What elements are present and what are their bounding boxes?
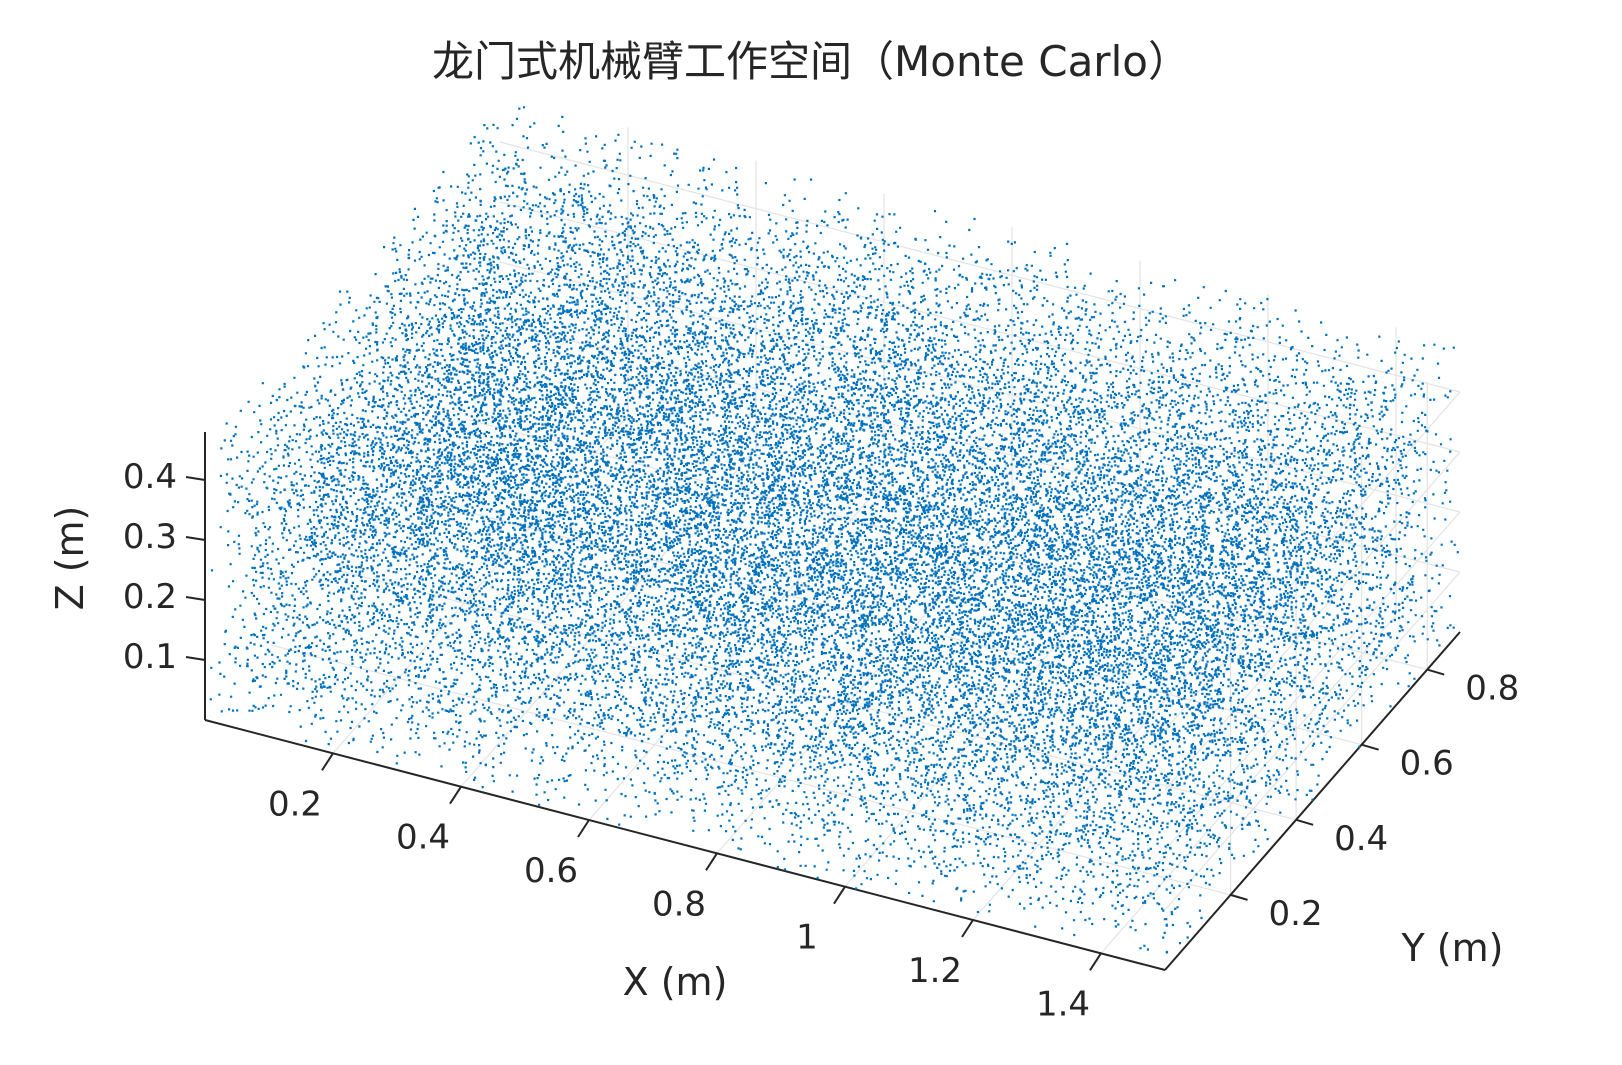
x-tick <box>961 919 974 938</box>
grid-line-x-floor <box>972 581 1269 921</box>
x-tick <box>449 786 462 805</box>
x-tick <box>321 752 334 771</box>
z-axis-label: Z (m) <box>48 506 92 611</box>
x-tick-label: 1 <box>796 918 818 958</box>
z-tick-label: 0.4 <box>123 457 177 497</box>
x-axis-line <box>204 719 1166 971</box>
grid-line-z <box>499 141 1461 393</box>
x-tick <box>577 819 590 838</box>
grid-line-y-floor <box>270 644 1231 896</box>
z-tick <box>185 656 206 661</box>
y-axis-label: Y (m) <box>1401 926 1504 970</box>
y-tick <box>1361 743 1379 751</box>
z-tick-label: 0.2 <box>123 577 177 617</box>
x-tick <box>1089 952 1102 971</box>
x-axis-label: X (m) <box>623 960 728 1004</box>
grid-line-z-side <box>1164 511 1461 851</box>
grid-line-y-floor <box>335 569 1297 821</box>
y-tick-label: 0.4 <box>1334 819 1388 859</box>
tick-marks: 0.2 0.4 0.6 0.8 1 1.2 1.4 0.2 0.4 0.6 0.8 0.1 0.2 0.3… <box>123 457 1519 1024</box>
grid-line-y-floor <box>401 494 1362 746</box>
y-tick <box>1426 668 1445 676</box>
data-points <box>209 106 1459 954</box>
z-tick-label: 0.3 <box>123 517 177 557</box>
x-tick-label: 0.6 <box>524 851 578 891</box>
grid-line-x-floor <box>1100 614 1397 954</box>
z-tick <box>185 536 206 541</box>
x-tick-label: 0.8 <box>652 884 706 924</box>
x-tick-label: 1.2 <box>908 951 962 991</box>
y-tick-label: 0.2 <box>1269 894 1323 934</box>
z-tick <box>185 476 206 481</box>
x-tick <box>833 886 846 905</box>
x-tick-label: 1.4 <box>1036 984 1090 1024</box>
scatter-points <box>209 106 1459 954</box>
z-tick-label: 0.1 <box>123 637 177 677</box>
chart-title: 龙门式机械臂工作空间（Monte Carlo） <box>432 37 1190 86</box>
x-tick-label: 0.4 <box>396 818 450 858</box>
y-tick <box>1295 818 1314 826</box>
axis-labels: X (m) Y (m) Z (m) <box>48 506 1503 1004</box>
z-tick <box>185 596 206 601</box>
y-tick-label: 0.6 <box>1400 744 1454 784</box>
grid-line-z-side <box>1164 571 1461 911</box>
grid-line-x-floor <box>332 414 629 754</box>
y-tick-label: 0.8 <box>1465 669 1519 709</box>
grid-line-z <box>499 201 1461 453</box>
grid-line-z-side <box>1164 391 1461 731</box>
x-tick <box>705 852 718 871</box>
x-tick-label: 0.2 <box>268 784 322 824</box>
y-tick <box>1230 893 1248 901</box>
grid-line-z <box>499 261 1461 513</box>
y-axis-line <box>1164 631 1461 971</box>
grid-line-y-floor <box>467 418 1428 671</box>
